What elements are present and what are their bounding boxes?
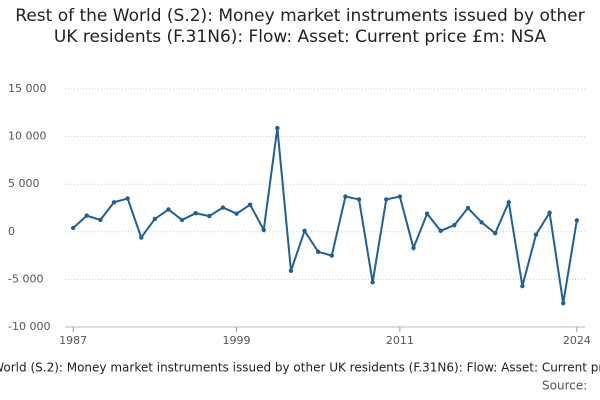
- y-tick-label: 5 000: [8, 177, 40, 190]
- chart-title: Rest of the World (S.2): Money market in…: [15, 6, 585, 47]
- y-tick-label: 0: [8, 225, 15, 238]
- x-tick-label: 2011: [386, 334, 414, 347]
- point: [84, 213, 89, 218]
- point: [261, 227, 266, 233]
- point: [234, 211, 239, 216]
- y-tick-label: 10 000: [8, 130, 47, 143]
- point: [343, 194, 348, 199]
- point: [452, 222, 457, 228]
- x-axis-label: Rest of the World (S.2): Money market in…: [0, 361, 600, 375]
- x-tick-label: 2024: [563, 334, 591, 347]
- point: [329, 253, 335, 258]
- x-tick-label: 1999: [223, 334, 251, 347]
- point: [506, 200, 511, 205]
- point: [125, 196, 130, 201]
- point: [275, 125, 280, 131]
- point: [384, 197, 389, 202]
- point: [70, 225, 76, 231]
- point: [302, 228, 307, 234]
- point: [139, 235, 144, 240]
- y-tick-label: -10 000: [8, 320, 50, 333]
- point: [547, 210, 552, 215]
- point: [520, 283, 525, 289]
- point: [438, 228, 443, 234]
- point: [207, 213, 212, 219]
- point: [315, 249, 321, 254]
- point: [370, 280, 375, 285]
- point: [465, 205, 471, 211]
- point: [193, 211, 198, 216]
- line: [72, 127, 578, 304]
- point: [397, 194, 403, 199]
- point: [288, 268, 294, 274]
- point: [166, 207, 171, 212]
- point: [411, 245, 416, 251]
- point: [356, 197, 362, 202]
- point: [179, 217, 185, 223]
- x-tick-label: 1987: [59, 334, 87, 347]
- point: [574, 218, 580, 223]
- point: [479, 220, 484, 225]
- point: [492, 231, 498, 236]
- point: [561, 301, 566, 306]
- point: [111, 200, 117, 205]
- point: [152, 216, 158, 222]
- point: [247, 202, 253, 207]
- y-tick-label: -5 000: [8, 272, 43, 285]
- point: [533, 232, 539, 237]
- source: Source:: [542, 379, 587, 393]
- point: [98, 217, 103, 223]
- point: [220, 205, 226, 210]
- y-tick-label: 15 000: [8, 82, 47, 95]
- point: [424, 211, 430, 216]
